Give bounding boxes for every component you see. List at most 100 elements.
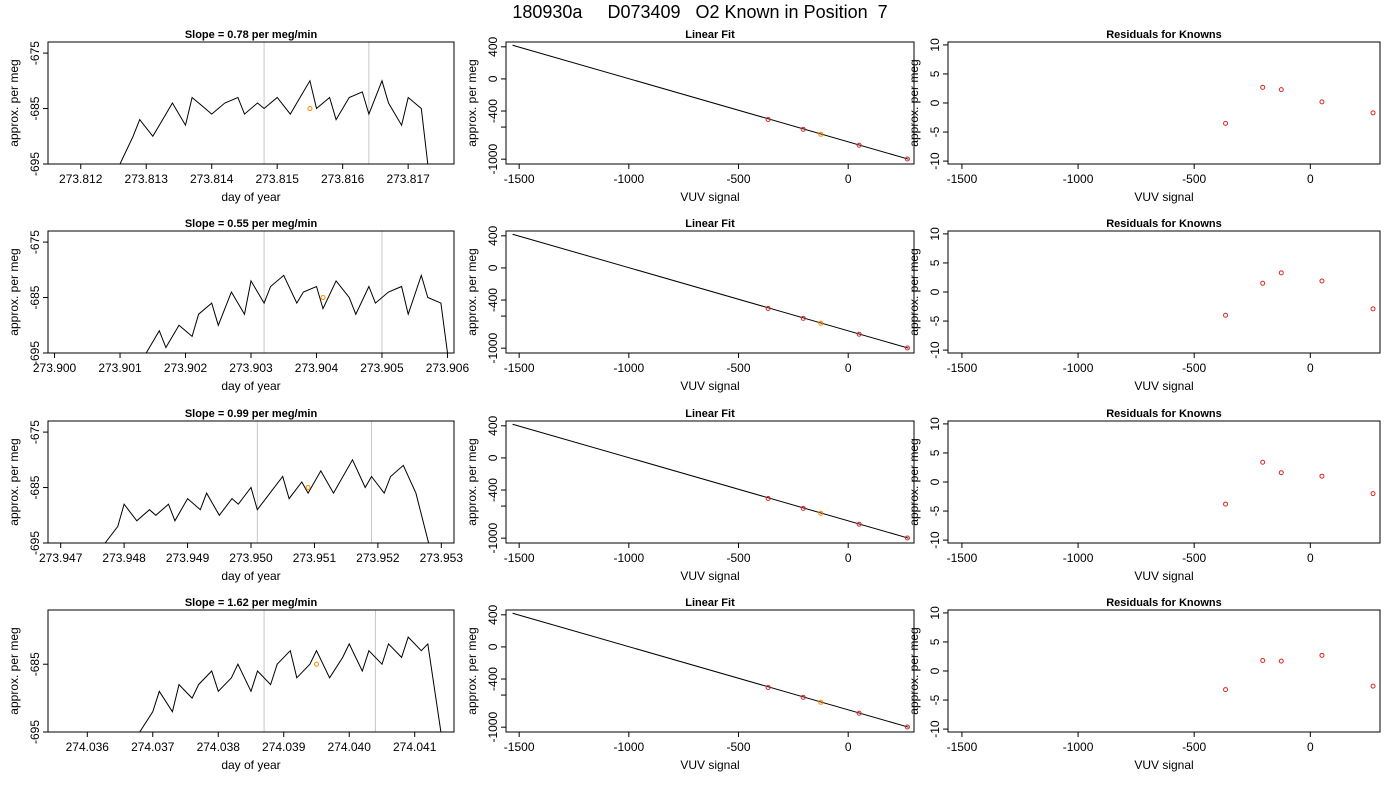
row2-linear-fit-x-tick-label-3: 0: [845, 361, 852, 375]
row4-linear-fit-plot-frame: [505, 609, 915, 733]
row4-residuals-x-tick-label-3: 0: [1307, 740, 1314, 754]
row2-residuals-y-tick-label-1: -5: [928, 315, 942, 326]
row1-timeseries-y-tick-label-1: -685: [28, 96, 42, 120]
row3-linear-fit-point-3: [856, 521, 862, 527]
row1-linear-fit-y-tick-label-0: -1000: [486, 144, 500, 175]
row2-residuals-x-tick-label-3: 0: [1307, 361, 1314, 375]
row2-linear-fit-x-tick-label-1: -1000: [613, 361, 644, 375]
row3-residuals-x-axis-label: VUV signal: [1134, 569, 1193, 583]
row1-residuals-x-tick-label-1: -1000: [1063, 172, 1094, 186]
row1-linear-fit-point-1: [800, 126, 806, 132]
row4-residuals-x-axis-label: VUV signal: [1134, 758, 1193, 772]
row3-linear-fit-point-2: [818, 510, 824, 516]
row1-residuals-y-tick-label-2: 0: [928, 99, 942, 106]
row3-linear-fit-y-tick-label-0: -1000: [486, 523, 500, 554]
row4-timeseries-x-tick-label-3: 274.039: [262, 740, 306, 754]
row4-residuals-x-tick-label-2: -500: [1182, 740, 1206, 754]
row4-linear-fit-fit-line: [512, 612, 909, 728]
row4-linear-fit-y-tick-label-2: -400: [486, 667, 500, 691]
row1-timeseries-title: Slope = 0.78 per meg/min: [185, 29, 318, 41]
row3-timeseries-title: Slope = 0.99 per meg/min: [185, 408, 318, 420]
row1-linear-fit-x-tick-label-0: -1500: [504, 172, 535, 186]
row1-timeseries-x-tick-label-4: 273.816: [321, 172, 365, 186]
row1-residuals-point-0: [1223, 120, 1229, 126]
row2-linear-fit-y-tick-label-4: 400: [486, 225, 500, 245]
row2-residuals-y-tick-label-0: -10: [928, 341, 942, 359]
row1-residuals-plot-frame: [947, 41, 1381, 165]
row3-linear-fit-x-tick-label-2: -500: [727, 551, 751, 565]
row1-linear-fit-y-tick-label-2: -400: [486, 99, 500, 123]
row2-linear-fit-fit-line: [512, 233, 909, 349]
row1-timeseries-x-tick-label-1: 273.813: [125, 172, 169, 186]
row3-timeseries-mean-marker: [305, 485, 311, 491]
row2-residuals-point-3: [1319, 278, 1325, 284]
row4-timeseries-x-tick-label-4: 274.040: [328, 740, 372, 754]
row3-residuals-x-tick-label-1: -1000: [1063, 551, 1094, 565]
row3-residuals-plot-frame: [947, 420, 1381, 544]
row4-residuals-y-tick-label-1: -5: [928, 694, 942, 705]
row2-linear-fit-plot-frame: [505, 230, 915, 354]
row1-linear-fit-point-0: [765, 116, 771, 122]
row4-timeseries-title: Slope = 1.62 per meg/min: [185, 597, 318, 609]
row4-linear-fit-title: Linear Fit: [685, 597, 735, 609]
row1-linear-fit-title: Linear Fit: [685, 29, 735, 41]
row1-timeseries-x-tick-label-3: 273.815: [255, 172, 299, 186]
row3-linear-fit-x-axis-label: VUV signal: [680, 569, 739, 583]
row4-timeseries-mean-marker: [313, 661, 319, 667]
row1-linear-fit-fit-line: [512, 44, 909, 160]
row4-linear-fit-x-tick-label-0: -1500: [504, 740, 535, 754]
row1-timeseries-x-axis-label: day of year: [221, 190, 280, 204]
row4-residuals-point-2: [1278, 658, 1284, 664]
row2-residuals-y-tick-label-4: 10: [928, 227, 942, 241]
row4-timeseries-x-tick-label-0: 274.036: [66, 740, 110, 754]
row1-residuals-point-4: [1370, 110, 1376, 116]
row3-residuals-y-tick-label-4: 10: [928, 417, 942, 431]
row3-linear-fit-y-tick-label-2: -400: [486, 478, 500, 502]
row1-timeseries-y-axis-label: approx. per meg: [7, 59, 21, 146]
row3-timeseries-y-tick-label-2: -675: [28, 420, 42, 444]
row3-residuals-point-1: [1260, 459, 1266, 465]
row1-residuals-point-3: [1319, 99, 1325, 105]
row3-linear-fit-point-1: [800, 505, 806, 511]
row2-timeseries-x-tick-label-0: 273.900: [33, 361, 77, 375]
row4-residuals-title: Residuals for Knowns: [1106, 597, 1222, 609]
row3-timeseries-x-tick-label-4: 273.951: [293, 551, 337, 565]
row2-timeseries-y-axis-label: approx. per meg: [7, 248, 21, 335]
row4-timeseries-y-tick-label-1: -685: [28, 652, 42, 676]
row3-residuals-y-axis-label: approx. per meg: [907, 438, 921, 525]
row2-residuals-x-tick-label-1: -1000: [1063, 361, 1094, 375]
row1-timeseries-plot-frame: [47, 41, 455, 165]
row3-residuals-x-tick-label-2: -500: [1182, 551, 1206, 565]
row1-timeseries-mean-marker: [307, 106, 313, 112]
row4-residuals-y-tick-label-3: 5: [928, 638, 942, 645]
row3-timeseries-x-tick-label-2: 273.949: [166, 551, 210, 565]
row4-residuals-point-1: [1260, 658, 1266, 664]
row1-linear-fit-x-tick-label-2: -500: [727, 172, 751, 186]
row1-linear-fit-point-2: [818, 131, 824, 137]
row2-residuals-point-4: [1370, 306, 1376, 312]
row3-linear-fit-x-tick-label-1: -1000: [613, 551, 644, 565]
row4-residuals-y-axis-label: approx. per meg: [907, 627, 921, 714]
row4-linear-fit-y-tick-label-3: 0: [486, 643, 500, 650]
row4-residuals-point-4: [1370, 683, 1376, 689]
row4-residuals-x-tick-label-0: -1500: [947, 740, 978, 754]
row4-linear-fit-y-tick-label-0: -1000: [486, 712, 500, 743]
row3-residuals-y-tick-label-0: -10: [928, 531, 942, 549]
row1-timeseries-series-line-0: [119, 79, 429, 164]
row2-residuals-y-tick-label-2: 0: [928, 288, 942, 295]
row2-timeseries-title: Slope = 0.55 per meg/min: [185, 218, 318, 230]
row2-residuals-point-2: [1278, 270, 1284, 276]
row3-linear-fit-y-axis-label: approx. per meg: [465, 438, 479, 525]
row3-timeseries-x-tick-label-5: 273.952: [356, 551, 400, 565]
row1-residuals-x-tick-label-0: -1500: [947, 172, 978, 186]
row1-linear-fit-point-4: [904, 156, 910, 162]
row2-linear-fit-point-0: [765, 305, 771, 311]
row4-timeseries-y-axis-label: approx. per meg: [7, 627, 21, 714]
row3-residuals-x-tick-label-3: 0: [1307, 551, 1314, 565]
row2-timeseries-x-axis-label: day of year: [221, 379, 280, 393]
row1-linear-fit-x-tick-label-1: -1000: [613, 172, 644, 186]
row2-linear-fit-point-1: [800, 315, 806, 321]
row2-linear-fit-point-4: [904, 345, 910, 351]
row4-timeseries-x-axis-label: day of year: [221, 758, 280, 772]
row4-linear-fit-point-4: [904, 724, 910, 730]
